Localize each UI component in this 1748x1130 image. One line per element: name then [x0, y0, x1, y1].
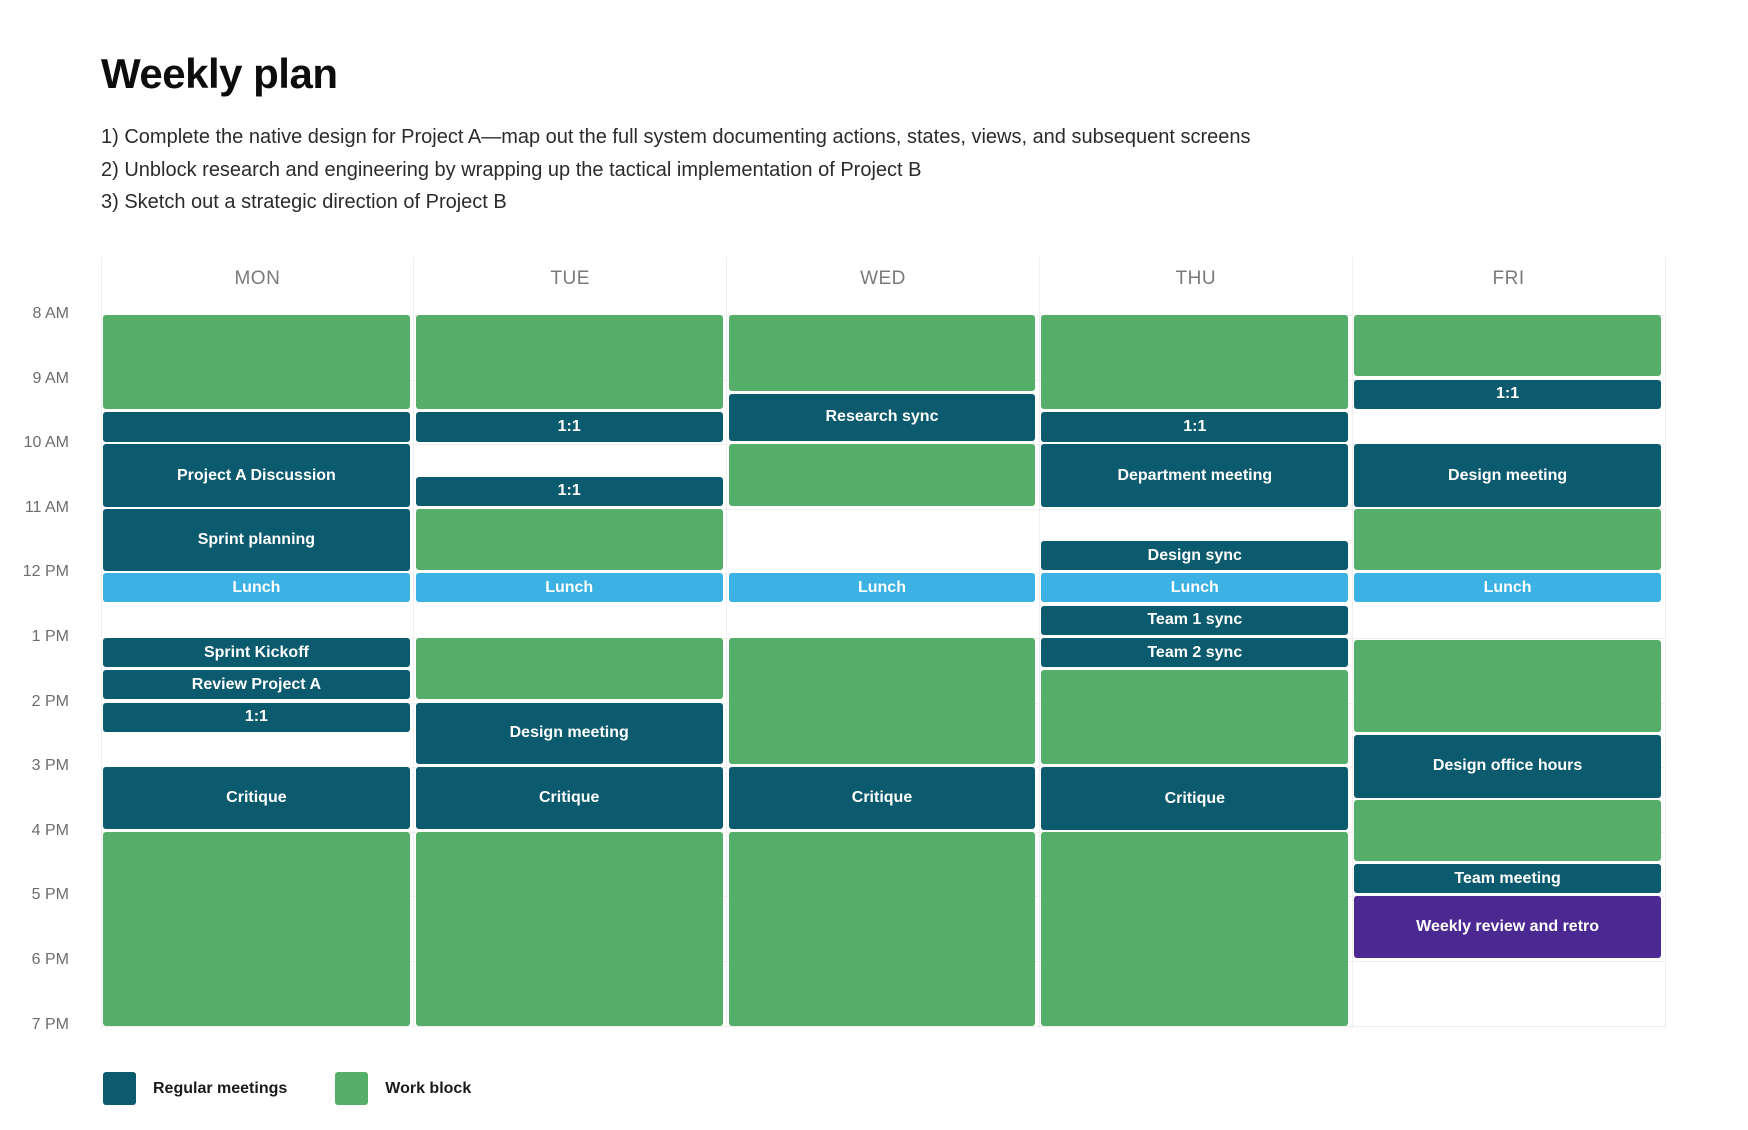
event-critique[interactable]: Critique [1041, 767, 1349, 830]
goals-list: 1) Complete the native design for Projec… [101, 121, 1251, 219]
day-header-mon: MON [234, 268, 281, 289]
event-1-1[interactable]: 1:1 [1041, 411, 1349, 443]
event-work[interactable] [728, 638, 1036, 764]
legend-swatch-work [335, 1072, 369, 1105]
event-1-1[interactable]: 1:1 [103, 702, 410, 732]
event-critique[interactable]: Critique [103, 767, 410, 829]
event-work[interactable] [415, 638, 723, 700]
legend-item-meetings: Regular meetings [103, 1072, 287, 1105]
time-label: 9 AM [32, 369, 69, 387]
event-team-meeting[interactable]: Team meeting [1354, 864, 1661, 894]
column-divider [413, 257, 415, 1029]
event-work[interactable] [728, 315, 1036, 392]
legend: Regular meetings Work block [103, 1072, 519, 1105]
event-sprint-planning[interactable]: Sprint planning [103, 508, 410, 572]
legend-label: Work block [385, 1079, 472, 1097]
time-label: 8 AM [32, 305, 69, 322]
hour-gridline [101, 508, 1665, 510]
event-lunch[interactable]: Lunch [1354, 573, 1661, 603]
legend-label: Regular meetings [153, 1079, 288, 1097]
event-lunch[interactable]: Lunch [415, 573, 723, 603]
event-lunch[interactable]: Lunch [1041, 573, 1349, 603]
event-design-meeting[interactable]: Design meeting [1354, 444, 1661, 507]
time-label: 2 PM [31, 692, 69, 710]
time-label: 4 PM [31, 821, 69, 839]
page-title: Weekly plan [101, 50, 338, 97]
event-1-1[interactable]: 1:1 [1354, 379, 1661, 409]
event-design-meeting[interactable]: Design meeting [415, 702, 723, 764]
legend-item-work: Work block [335, 1072, 471, 1105]
event-design-sync[interactable]: Design sync [1041, 541, 1349, 571]
day-header-thu: THU [1175, 268, 1217, 289]
legend-swatch-meetings [103, 1072, 136, 1105]
event-work[interactable] [1041, 831, 1349, 1026]
event-1-1[interactable]: 1:1 [415, 411, 723, 443]
event-work[interactable] [1041, 670, 1349, 764]
event-work[interactable] [415, 508, 723, 571]
time-label: 7 PM [31, 1015, 69, 1033]
event-critique[interactable]: Critique [728, 767, 1036, 829]
goal-item: 2) Unblock research and engineering by w… [101, 158, 922, 181]
event-work[interactable] [728, 831, 1036, 1026]
event-1-1[interactable]: 1:1 [415, 476, 723, 506]
time-label: 11 AM [24, 498, 69, 516]
event-lunch[interactable]: Lunch [103, 573, 410, 603]
event-review-project-a[interactable]: Review Project A [103, 670, 410, 700]
day-header-fri: FRI [1492, 268, 1525, 289]
event-work[interactable] [1354, 639, 1661, 732]
column-divider [1351, 257, 1353, 1029]
event-work[interactable] [1354, 315, 1661, 377]
event-sprint-kickoff[interactable]: Sprint Kickoff [103, 638, 410, 668]
event-work[interactable] [103, 315, 410, 409]
column-divider [100, 257, 102, 1029]
column-divider [1038, 257, 1040, 1029]
event-work[interactable] [103, 831, 410, 1026]
time-label: 5 PM [31, 886, 69, 904]
event-lunch[interactable]: Lunch [728, 573, 1036, 603]
event-weekly-review-and-retro[interactable]: Weekly review and retro [1354, 896, 1661, 958]
event-team-2-sync[interactable]: Team 2 sync [1041, 638, 1349, 668]
day-header-tue: TUE [550, 268, 590, 289]
column-divider [726, 257, 728, 1029]
time-label: 1 PM [31, 628, 69, 645]
event-work[interactable] [415, 831, 723, 1026]
event-research-sync[interactable]: Research sync [728, 393, 1036, 441]
time-label: 6 PM [31, 951, 69, 968]
event-work[interactable] [1354, 508, 1661, 571]
time-label: 3 PM [31, 757, 69, 775]
event-meeting[interactable] [103, 411, 410, 443]
column-divider [1664, 257, 1666, 1029]
goal-item: 1) Complete the native design for Projec… [101, 126, 1251, 148]
hour-gridline [101, 1025, 1665, 1027]
event-critique[interactable]: Critique [415, 767, 723, 829]
event-work[interactable] [415, 315, 723, 409]
event-work[interactable] [1041, 315, 1349, 409]
event-work[interactable] [728, 444, 1036, 506]
time-label: 12 PM [22, 563, 69, 581]
day-header-wed: WED [860, 268, 906, 289]
event-department-meeting[interactable]: Department meeting [1041, 444, 1349, 507]
goal-item: 3) Sketch out a strategic direction of P… [101, 191, 507, 213]
time-label: 10 AM [23, 434, 69, 452]
event-design-office-hours[interactable]: Design office hours [1354, 734, 1661, 798]
event-project-a-discussion[interactable]: Project A Discussion [103, 444, 410, 507]
event-team-1-sync[interactable]: Team 1 sync [1041, 605, 1349, 635]
event-work[interactable] [1354, 799, 1661, 861]
